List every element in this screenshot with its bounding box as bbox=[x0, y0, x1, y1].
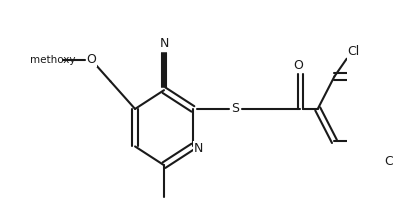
Text: N: N bbox=[159, 37, 169, 50]
Text: O: O bbox=[86, 53, 96, 66]
Text: methoxy: methoxy bbox=[30, 55, 75, 65]
Text: Cl: Cl bbox=[348, 45, 360, 58]
Text: O: O bbox=[86, 53, 96, 66]
Text: S: S bbox=[231, 102, 239, 115]
Text: N: N bbox=[193, 142, 203, 155]
Text: Cl: Cl bbox=[384, 155, 393, 168]
Text: O: O bbox=[294, 59, 303, 72]
